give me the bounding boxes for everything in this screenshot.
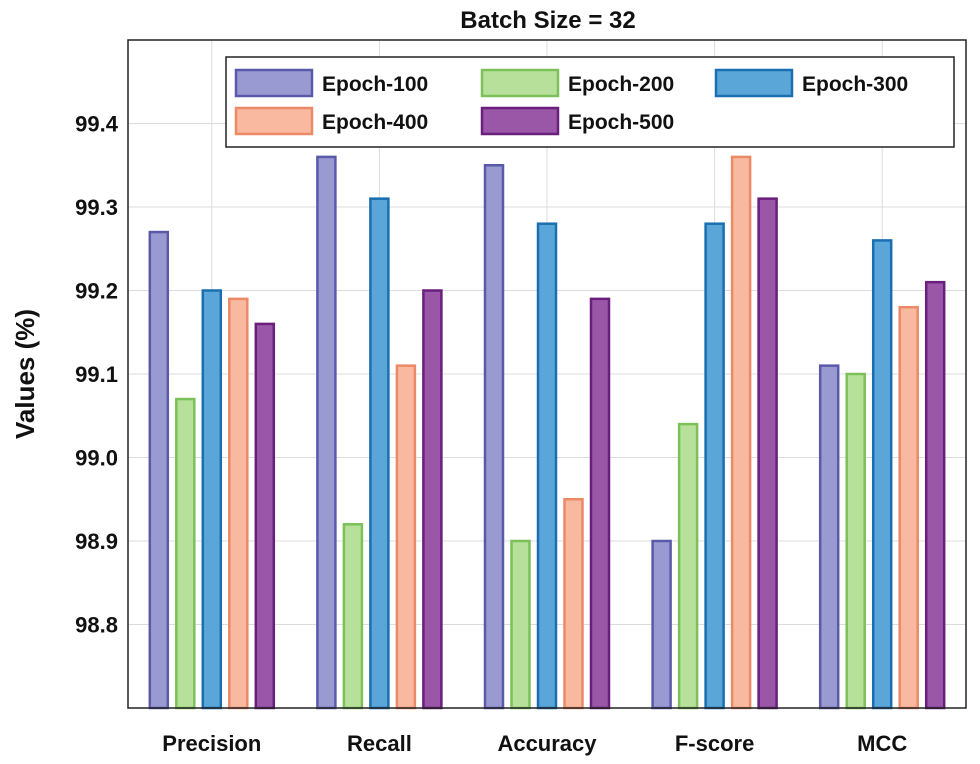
legend-label: Epoch-100 [322,73,428,96]
bar-epoch-300-precision [201,289,223,710]
bar-epoch-100-recall [316,155,337,710]
legend-label: Epoch-300 [802,73,908,96]
x-tick-label: Accuracy [497,731,597,756]
x-tick-label: Precision [162,731,261,756]
x-tick-label: F-score [675,731,754,756]
legend-swatch [234,68,314,98]
bar-epoch-400-mcc [898,305,919,710]
y-tick-label: 98.8 [75,613,118,638]
bar-epoch-500-accuracy [589,297,611,710]
bar-epoch-100-precision [148,230,170,710]
y-tick-labels: 98.8 98.9 99.0 99.1 99.2 99.3 99.4 [75,112,119,638]
legend-label: Epoch-500 [568,111,674,134]
legend-label: Epoch-400 [322,111,428,134]
bar-epoch-500-mcc [924,280,946,710]
bar-epoch-100-f-score [651,539,672,710]
bar-epoch-400-accuracy [563,498,584,710]
bar-epoch-300-accuracy [536,222,558,710]
bar-epoch-300-mcc [871,239,893,710]
bar-epoch-200-f-score [677,422,699,710]
legend-label: Epoch-200 [568,73,674,96]
bar-epoch-300-f-score [704,222,725,710]
plot-frame [127,39,967,709]
bar-epoch-500-f-score [757,197,778,710]
bar-epoch-400-recall [395,364,417,710]
y-tick-label: 99.1 [75,362,118,387]
bar-epoch-200-mcc [845,372,866,710]
x-tick-label: Recall [347,731,412,756]
legend-swatch [234,106,314,136]
legend-box [225,56,955,148]
x-tick-labels: Precision Recall Accuracy F-score MCC [162,731,907,756]
bar-epoch-100-mcc [818,364,840,710]
bar-epoch-400-precision [228,297,249,710]
bar-epoch-500-precision [254,322,276,710]
bar-epoch-200-recall [342,523,364,710]
bar-epoch-300-recall [369,197,390,710]
y-axis-label: Values (%) [10,309,40,439]
y-tick-label: 99.0 [75,446,118,471]
y-tick-label: 99.3 [75,195,118,220]
y-tick-label: 99.4 [75,112,119,137]
bar-epoch-100-accuracy [483,164,505,710]
legend-swatch [480,106,560,136]
chart-title: Batch Size = 32 [460,7,635,34]
legend: Epoch-100 Epoch-200 Epoch-300 Epoch-400 Epoc… [225,56,955,148]
bar-epoch-500-recall [422,289,443,710]
bar-epoch-200-accuracy [510,539,531,710]
legend-swatch [714,68,794,98]
bar-epoch-400-f-score [730,155,752,710]
bar-epoch-200-precision [175,397,196,710]
y-tick-label: 98.9 [75,529,118,554]
bars [148,155,946,710]
y-tick-label: 99.2 [75,279,118,304]
x-tick-label: MCC [857,731,907,756]
legend-swatch [480,68,560,98]
